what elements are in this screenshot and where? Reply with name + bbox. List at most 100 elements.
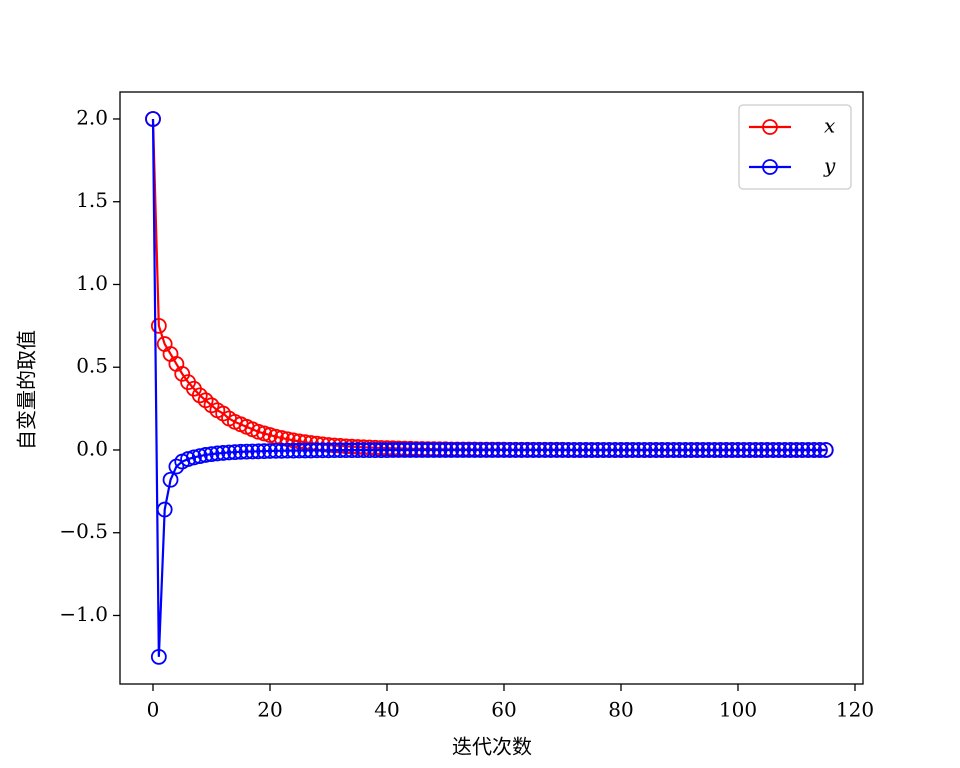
marker — [800, 442, 817, 458]
marker — [636, 442, 653, 458]
marker — [314, 442, 331, 459]
marker — [689, 442, 705, 458]
marker — [724, 442, 741, 458]
marker — [367, 442, 384, 459]
marker — [513, 442, 530, 458]
marker — [735, 442, 752, 458]
marker — [273, 442, 290, 459]
marker — [414, 442, 430, 458]
marker — [390, 442, 407, 458]
marker — [712, 442, 729, 458]
marker — [671, 442, 688, 458]
legend-marker — [762, 119, 778, 135]
marker — [788, 442, 805, 458]
marker — [765, 442, 781, 458]
marker — [472, 442, 489, 458]
marker — [396, 442, 413, 458]
legend-label: x — [824, 114, 835, 138]
x-axis-label: 迭代次数 — [452, 735, 532, 759]
marker — [361, 442, 378, 459]
marker — [730, 442, 746, 458]
y-tick-label: −0.5 — [59, 519, 108, 543]
marker — [776, 442, 793, 458]
marker — [437, 442, 454, 458]
marker — [630, 442, 647, 458]
marker — [490, 442, 507, 458]
y-tick-label: 0.0 — [76, 436, 108, 460]
marker — [665, 442, 682, 458]
marker — [741, 442, 758, 458]
marker — [811, 442, 828, 458]
marker — [238, 443, 255, 460]
marker — [718, 442, 735, 458]
marker — [531, 442, 547, 458]
marker — [782, 442, 799, 458]
marker — [566, 442, 583, 458]
marker — [583, 442, 600, 458]
marker — [203, 446, 220, 463]
y-axis-label: 自变量的取值 — [15, 330, 39, 450]
marker — [285, 442, 302, 459]
marker — [449, 442, 466, 458]
marker — [186, 449, 202, 466]
marker — [618, 442, 635, 458]
marker — [642, 442, 659, 458]
marker — [601, 442, 618, 458]
marker — [343, 442, 360, 459]
marker — [373, 442, 390, 459]
marker — [817, 442, 834, 458]
marker — [519, 442, 536, 458]
marker — [478, 442, 495, 458]
marker — [677, 442, 694, 458]
marker — [577, 442, 594, 458]
marker — [425, 442, 442, 458]
marker — [659, 442, 676, 458]
marker — [244, 443, 261, 460]
marker — [694, 442, 711, 458]
marker — [484, 442, 501, 458]
x-tick-label: 0 — [147, 698, 160, 722]
marker — [0, 443, 7, 457]
marker — [607, 442, 624, 458]
marker — [589, 442, 606, 458]
marker — [250, 423, 267, 440]
legend-marker — [762, 159, 778, 175]
marker — [0, 443, 7, 457]
marker — [221, 444, 237, 461]
marker — [759, 442, 776, 458]
marker — [595, 442, 612, 458]
legend-label: y — [823, 154, 836, 178]
x-tick-label: 120 — [836, 698, 874, 722]
marker — [408, 442, 425, 458]
marker — [174, 365, 191, 382]
marker — [753, 442, 770, 458]
marker — [209, 445, 226, 462]
marker — [320, 442, 337, 459]
marker — [215, 445, 232, 461]
marker — [554, 442, 571, 458]
marker — [613, 442, 629, 458]
marker — [197, 447, 214, 463]
y-tick-label: 1.5 — [76, 188, 108, 212]
marker — [267, 442, 284, 459]
marker — [700, 442, 717, 458]
marker — [145, 111, 161, 127]
marker — [402, 442, 419, 458]
plot-frame — [119, 91, 864, 685]
marker — [338, 442, 354, 459]
marker — [279, 442, 296, 459]
x-tick-label: 100 — [719, 698, 757, 722]
marker — [572, 442, 588, 458]
marker — [379, 442, 395, 459]
marker — [180, 451, 196, 467]
marker — [262, 443, 278, 459]
marker — [297, 442, 313, 459]
marker — [624, 442, 641, 458]
marker — [191, 448, 208, 465]
marker — [150, 648, 167, 665]
marker — [262, 427, 278, 443]
marker — [273, 430, 290, 446]
marker — [156, 501, 173, 518]
marker — [232, 443, 249, 460]
